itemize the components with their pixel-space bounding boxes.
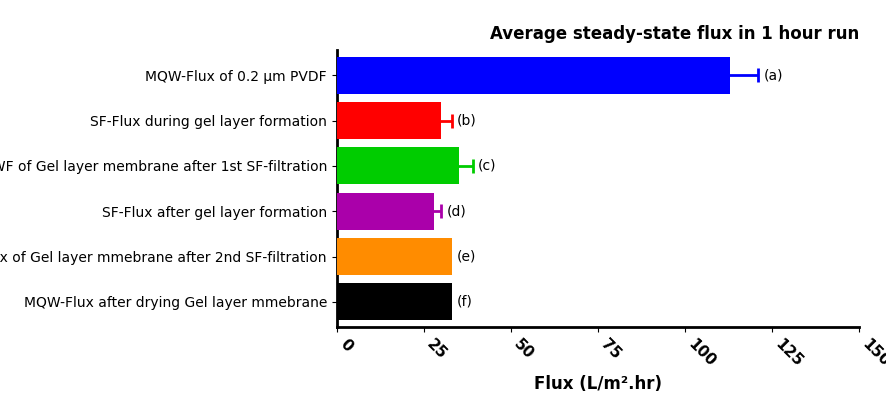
Bar [337,147,459,184]
Bar [337,102,441,139]
Text: (e): (e) [457,250,477,264]
Text: (b): (b) [457,114,477,127]
Bar [337,238,452,275]
Bar [337,57,730,94]
Bar [337,193,434,230]
Text: (a): (a) [764,68,783,82]
Text: (d): (d) [447,204,466,218]
Text: Average steady-state flux in 1 hour run: Average steady-state flux in 1 hour run [490,25,859,43]
Text: (f): (f) [457,295,473,309]
Bar [337,283,452,321]
X-axis label: Flux (L/m².hr): Flux (L/m².hr) [534,375,662,393]
Text: (c): (c) [478,159,496,173]
